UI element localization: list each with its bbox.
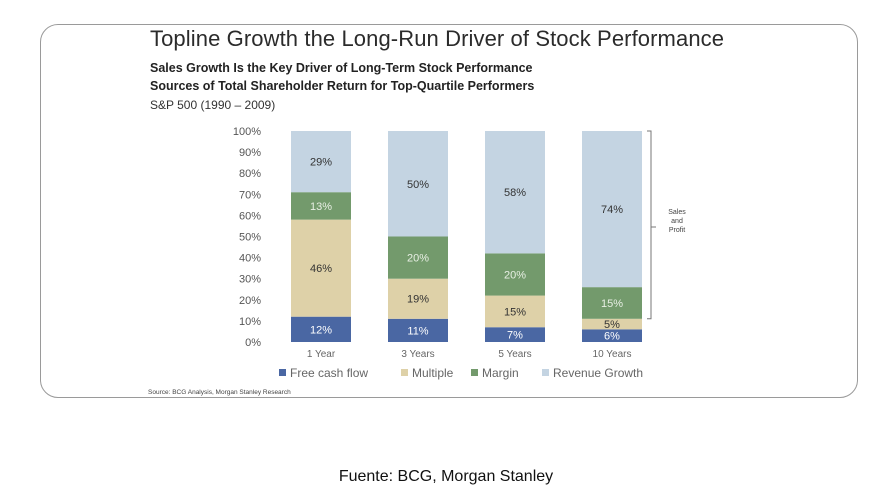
bar-segment [388,278,448,319]
data-label: 46% [310,263,332,275]
data-label: 12% [310,324,332,336]
source-note: Source: BCG Analysis, Morgan Stanley Res… [148,389,291,396]
bar-segment [291,219,351,317]
legend-label: Free cash flow [290,366,368,380]
chart-subtitle: Sales Growth Is the Key Driver of Long-T… [150,61,533,75]
data-label: 50% [407,179,429,191]
data-label: 58% [504,187,526,199]
data-label: 13% [310,201,332,213]
chart-title: Topline Growth the Long-Run Driver of St… [150,26,725,51]
x-tick-label: 10 Years [593,349,632,360]
bar-segment [388,318,448,342]
data-label: 15% [504,306,526,318]
bar-segment [582,329,642,342]
bar-segment [485,131,545,254]
bracket-label: and [671,218,683,225]
y-tick-label: 30% [239,274,261,286]
legend-swatch [279,369,286,376]
data-label: 5% [604,319,620,331]
y-tick-label: 80% [239,168,261,180]
data-label: 20% [504,269,526,281]
legend-label: Revenue Growth [553,366,643,380]
legend-swatch [471,369,478,376]
chart-index-period: S&P 500 (1990 – 2009) [150,98,276,112]
bracket-label: Sales [668,209,686,216]
bar-segment [291,316,351,342]
bar-segment [582,131,642,288]
data-label: 74% [601,204,623,216]
bar-segment [291,192,351,220]
x-tick-label: 5 Years [498,349,531,360]
bracket-label: Profit [669,227,685,234]
data-label: 19% [407,294,429,306]
data-label: 29% [310,157,332,169]
data-label: 15% [601,298,623,310]
bracket [647,130,652,320]
stacked-bar-chart: 0% 10% 20% 30% 40% 50% 60% 70% 80% 90% 100% 12% 46% 1… [233,126,686,380]
legend-label: Multiple [412,366,454,380]
y-tick-label: 70% [239,189,261,201]
data-label: 6% [604,331,620,343]
legend-swatch [401,369,408,376]
y-tick-label: 100% [233,126,261,138]
legend-label: Margin [482,366,519,380]
caption: Fuente: BCG, Morgan Stanley [338,468,554,485]
y-tick-label: 90% [239,147,261,159]
data-label: 11% [407,325,428,337]
x-tick-label: 1 Year [307,349,336,360]
y-tick-label: 50% [239,232,261,244]
y-tick-label: 10% [239,316,261,328]
y-tick-label: 0% [245,337,261,349]
data-label: 20% [407,253,429,265]
chart-frame [40,24,858,398]
x-tick-label: 3 Years [401,349,434,360]
bar-segment [485,295,545,328]
bar-segment [388,131,448,237]
data-label: 7% [507,330,523,342]
y-tick-label: 40% [239,253,261,265]
chart-subtitle-2: Sources of Total Shareholder Return for … [150,79,535,93]
bar-segment [582,287,642,319]
bar-segment [291,131,351,193]
bar-segment [388,236,448,279]
y-tick-label: 20% [239,295,261,307]
y-tick-label: 60% [239,210,261,222]
legend-swatch [542,369,549,376]
bar-segment [485,253,545,296]
bar-segment [485,327,545,342]
bar-segment [582,318,642,330]
